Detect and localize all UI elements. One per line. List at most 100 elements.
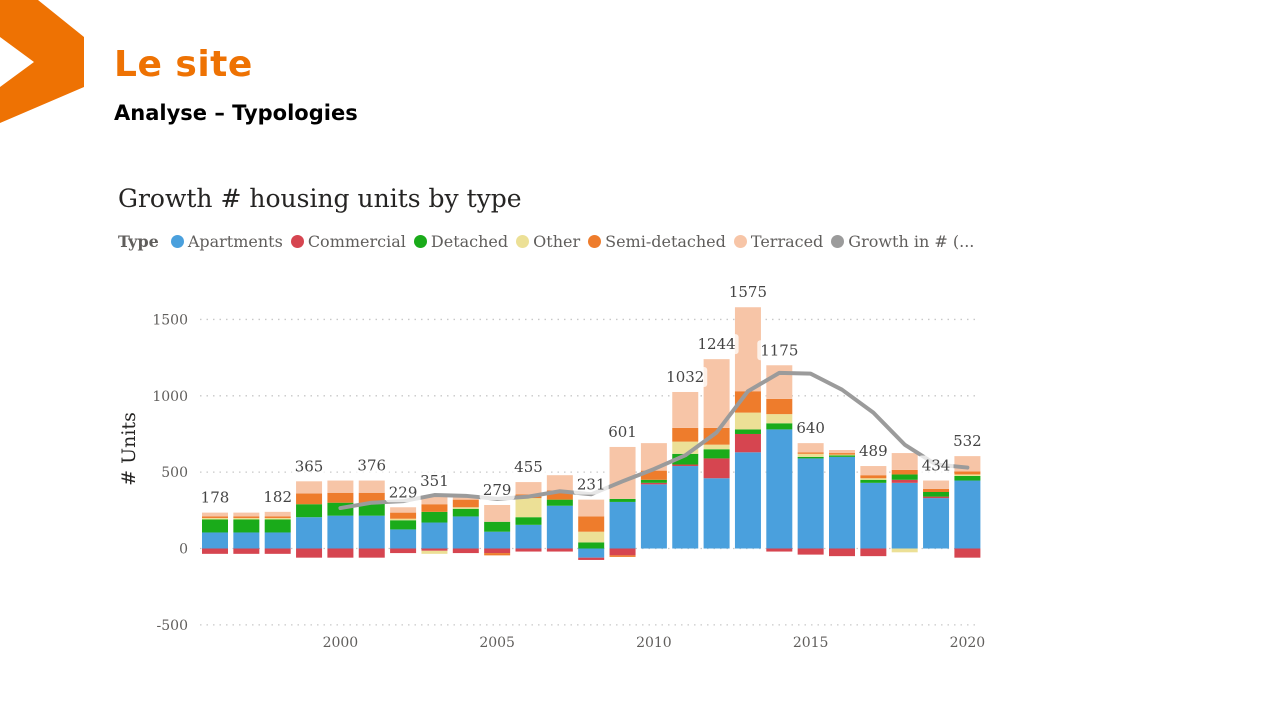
- bar-segment-apartments: [672, 466, 699, 549]
- x-tick-label: 2015: [793, 635, 829, 651]
- bar-segment-detached: [672, 453, 699, 465]
- bar-segment-apartments: [578, 548, 605, 558]
- bar-segment-semi-detached: [264, 516, 291, 518]
- bar-segment-commercial: [891, 479, 918, 483]
- bar-segment-commercial: [390, 548, 417, 554]
- data-label: 640: [796, 419, 825, 437]
- legend-label-other: Other: [533, 232, 581, 251]
- data-label: 351: [420, 472, 449, 490]
- bar-segment-other: [891, 548, 918, 553]
- bar-segment-semi-detached: [609, 555, 636, 557]
- bar-segment-terraced: [327, 480, 354, 493]
- bar-segment-apartments: [233, 532, 260, 549]
- legend-marker-growth: [831, 235, 845, 248]
- growth-line: [338, 370, 970, 511]
- bar-segment-apartments: [954, 480, 981, 549]
- bar-segment-apartments: [327, 515, 354, 549]
- bar-segment-apartments: [734, 452, 761, 549]
- y-tick-label: -500: [157, 618, 188, 634]
- bar-segment-other: [421, 550, 448, 554]
- bar-segment-semi-detached: [546, 490, 573, 500]
- x-tick-label: 2010: [636, 635, 672, 651]
- bar-segment-commercial: [546, 548, 573, 552]
- legend-item-other[interactable]: Other: [516, 232, 580, 251]
- bar-segment-commercial: [703, 458, 730, 479]
- bar-segment-commercial: [829, 548, 855, 557]
- data-label: 489: [859, 442, 888, 460]
- bar-segment-commercial: [264, 548, 291, 554]
- bar-segment-detached: [421, 511, 448, 523]
- data-label: 365: [295, 457, 324, 475]
- legend-item-apartments[interactable]: Apartments: [170, 232, 283, 251]
- chart-legend: Type Apartments Commercial Detached Othe…: [118, 232, 982, 251]
- bar-segment-detached: [358, 503, 385, 516]
- legend-item-semi-detached[interactable]: Semi-detached: [588, 232, 726, 251]
- data-label: 434: [922, 457, 951, 475]
- bar-segment-commercial: [766, 548, 793, 552]
- bar-segment-other: [452, 507, 479, 509]
- legend-item-commercial[interactable]: Commercial: [290, 232, 406, 251]
- data-label-background: [663, 366, 708, 387]
- bar-segment-terraced: [703, 359, 730, 428]
- bar-segment-detached: [797, 456, 824, 459]
- legend-item-detached[interactable]: Detached: [413, 232, 508, 251]
- bar-segment-other: [954, 474, 981, 476]
- bar-segment-semi-detached: [703, 427, 730, 445]
- bar-segment-semi-detached: [672, 427, 699, 442]
- data-label-background: [694, 334, 739, 355]
- x-tick-label: 2000: [323, 635, 359, 651]
- bar-segment-apartments: [484, 531, 511, 549]
- bar-segment-detached: [202, 519, 228, 533]
- bar-segment-terraced: [672, 391, 699, 428]
- bar-segment-apartments: [923, 498, 950, 549]
- data-label: 455: [514, 458, 543, 476]
- legend-item-terraced[interactable]: Terraced: [733, 232, 824, 251]
- legend-label-terraced: Terraced: [750, 232, 824, 251]
- legend-label-semi-detached: Semi-detached: [605, 232, 726, 251]
- bar-segment-detached: [578, 542, 605, 549]
- data-label-background: [291, 456, 327, 477]
- bar-segment-detached: [515, 517, 542, 525]
- bar-segment-other: [578, 531, 605, 543]
- y-tick-label: 1500: [152, 312, 188, 328]
- bar-segment-commercial: [609, 548, 636, 556]
- bar-segment-detached: [390, 520, 417, 530]
- bar-segment-commercial: [358, 548, 385, 558]
- data-label: 1244: [698, 335, 736, 353]
- bar-segment-other: [703, 444, 730, 450]
- bar-segment-other: [734, 412, 761, 430]
- bar-segment-semi-detached: [954, 471, 981, 475]
- bar-segment-detached: [452, 508, 479, 517]
- bar-segment-detached: [609, 498, 636, 502]
- bar-segment-apartments: [296, 517, 323, 549]
- bar-segment-commercial: [202, 548, 228, 554]
- bar-segment-terraced: [233, 512, 260, 517]
- bar-segment-terraced: [860, 466, 887, 476]
- legend-item-growth[interactable]: Growth in # (...: [831, 232, 974, 251]
- data-label: 532: [953, 432, 982, 450]
- bar-segment-commercial: [640, 482, 667, 485]
- data-label-background: [918, 455, 954, 476]
- bar-segment-commercial: [578, 557, 605, 560]
- legend-label-growth: Growth in # (...: [848, 232, 975, 251]
- y-axis-title: # Units: [118, 412, 140, 486]
- bar-segment-detached: [829, 455, 855, 457]
- bar-segment-semi-detached: [923, 488, 950, 493]
- legend-label-apartments: Apartments: [187, 232, 283, 251]
- bar-segment-other: [233, 517, 260, 520]
- bar-segment-commercial: [923, 496, 950, 499]
- bar-segment-semi-detached: [327, 492, 354, 503]
- data-label: 231: [577, 476, 606, 494]
- bar-segment-commercial: [515, 548, 542, 552]
- bar-segment-terraced: [578, 499, 605, 517]
- data-label: 229: [389, 483, 418, 501]
- legend-label-commercial: Commercial: [307, 232, 406, 251]
- data-label: 601: [608, 423, 637, 441]
- bar-segment-apartments: [358, 515, 385, 549]
- bar-segment-semi-detached: [484, 553, 511, 556]
- bar-segment-terraced: [609, 446, 636, 499]
- bar-segment-apartments: [609, 501, 636, 549]
- y-tick-label: 0: [179, 542, 188, 558]
- bar-segment-apartments: [829, 456, 855, 549]
